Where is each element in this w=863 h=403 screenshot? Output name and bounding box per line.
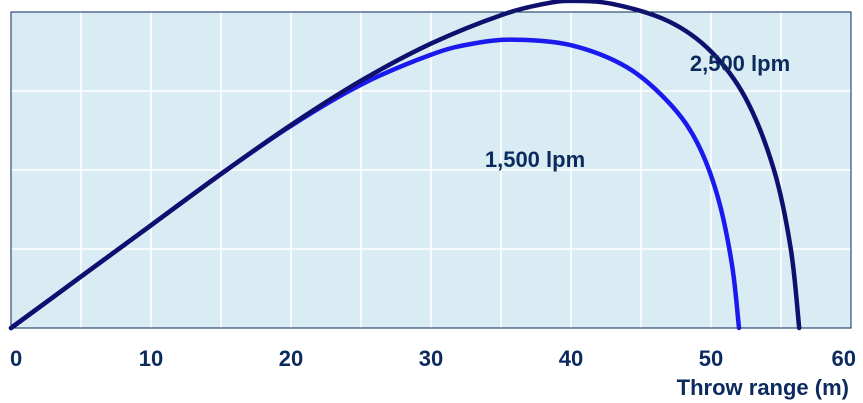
series-label-2500-lpm: 2,500 lpm (690, 51, 790, 76)
x-axis-title: Throw range (m) (677, 375, 849, 400)
x-tick-label: 50 (699, 346, 723, 371)
series-labels: 1,500 lpm 2,500 lpm (485, 51, 790, 172)
x-axis-tick-labels: 0 10 20 30 40 50 60 (10, 346, 856, 371)
x-tick-label: 60 (832, 346, 856, 371)
x-tick-label: 0 (10, 346, 22, 371)
series-lines (8, 0, 802, 331)
x-tick-label: 40 (559, 346, 583, 371)
series-line-2500-lpm (8, 0, 802, 331)
x-tick-label: 10 (139, 346, 163, 371)
x-tick-label: 20 (279, 346, 303, 371)
series-label-1500-lpm: 1,500 lpm (485, 147, 585, 172)
plot-border (10, 11, 852, 329)
x-tick-label: 30 (419, 346, 443, 371)
